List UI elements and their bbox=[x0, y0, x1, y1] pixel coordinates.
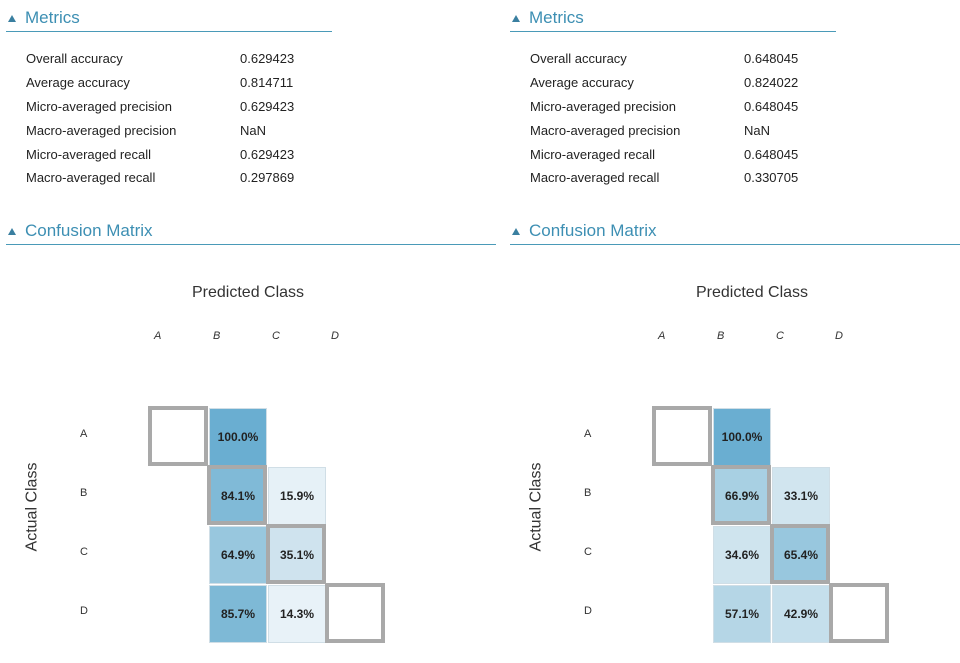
metrics-title: Metrics bbox=[529, 8, 584, 27]
metric-row: Macro-averaged recall 0.297869 bbox=[26, 166, 340, 190]
column-label: C bbox=[272, 330, 280, 342]
predicted-class-title: Predicted Class bbox=[696, 284, 809, 301]
metric-name: Overall accuracy bbox=[26, 51, 123, 67]
confusion-matrix-section-header[interactable]: Confusion Matrix bbox=[510, 218, 960, 245]
metric-name: Average accuracy bbox=[26, 75, 130, 91]
diagonal-highlight bbox=[148, 406, 208, 466]
metrics-table: Overall accuracy 0.648045 Average accuracy… bbox=[530, 47, 844, 190]
metric-name: Micro-averaged recall bbox=[530, 146, 655, 162]
confusion-matrix-title: Confusion Matrix bbox=[25, 221, 153, 240]
column-label: C bbox=[776, 330, 784, 342]
diagonal-highlight bbox=[770, 524, 830, 584]
actual-class-title: Actual Class bbox=[527, 462, 545, 552]
metric-value: 0.814711 bbox=[240, 75, 294, 91]
matrix-cell: 100.0% bbox=[713, 408, 771, 466]
row-label: A bbox=[584, 428, 592, 440]
metric-value: 0.824022 bbox=[744, 75, 799, 91]
row-label: D bbox=[584, 605, 592, 617]
metric-row: Micro-averaged recall 0.648045 bbox=[530, 142, 844, 166]
column-label: D bbox=[331, 330, 339, 342]
metric-row: Micro-averaged precision 0.629423 bbox=[26, 95, 340, 119]
row-label: B bbox=[80, 487, 88, 499]
metric-row: Average accuracy 0.824022 bbox=[530, 71, 844, 95]
row-label: A bbox=[80, 428, 88, 440]
metric-name: Macro-averaged recall bbox=[26, 170, 156, 186]
metric-name: Micro-averaged precision bbox=[530, 98, 676, 114]
metric-name: Average accuracy bbox=[530, 75, 634, 91]
metric-value: 0.297869 bbox=[240, 170, 295, 186]
matrix-cell: 66.9% bbox=[713, 467, 771, 525]
confusion-matrix-title: Confusion Matrix bbox=[529, 221, 657, 240]
metric-value: 0.629423 bbox=[240, 146, 295, 162]
metric-value: 0.629423 bbox=[240, 51, 295, 67]
matrix-cell: 14.3% bbox=[268, 585, 326, 643]
row-label: B bbox=[584, 487, 592, 499]
matrix-cell: 33.1% bbox=[772, 467, 830, 525]
metric-row: Macro-averaged precision NaN bbox=[530, 118, 844, 142]
metric-name: Overall accuracy bbox=[530, 51, 627, 67]
diagonal-highlight bbox=[652, 406, 712, 466]
metrics-table: Overall accuracy 0.629423 Average accuracy… bbox=[26, 47, 340, 190]
metric-name: Macro-averaged recall bbox=[530, 170, 660, 186]
matrix-cell: 84.1% bbox=[209, 467, 267, 525]
metric-value: 0.648045 bbox=[744, 146, 799, 162]
metric-row: Macro-averaged precision NaN bbox=[26, 118, 340, 142]
metric-value: 0.629423 bbox=[240, 98, 295, 114]
column-label: A bbox=[154, 330, 162, 342]
row-label: D bbox=[80, 605, 88, 617]
matrix-cell: 15.9% bbox=[268, 467, 326, 525]
metric-value: 0.648045 bbox=[744, 51, 799, 67]
predicted-class-title: Predicted Class bbox=[192, 284, 305, 301]
diagonal-highlight bbox=[325, 583, 385, 643]
metric-row: Micro-averaged precision 0.648045 bbox=[530, 95, 844, 119]
metrics-section-header[interactable]: Metrics bbox=[6, 5, 332, 32]
diagonal-highlight bbox=[207, 465, 267, 525]
metric-row: Average accuracy 0.814711 bbox=[26, 71, 340, 95]
metric-row: Overall accuracy 0.629423 bbox=[26, 47, 340, 71]
metric-name: Macro-averaged precision bbox=[530, 122, 681, 138]
column-label: B bbox=[717, 330, 725, 342]
metric-value: NaN bbox=[744, 122, 771, 138]
metrics-title: Metrics bbox=[25, 8, 80, 27]
metric-row: Overall accuracy 0.648045 bbox=[530, 47, 844, 71]
left-results-panel: Metrics Overall accuracy 0.629423 Average … bbox=[6, 5, 496, 643]
collapse-triangle-icon[interactable] bbox=[8, 14, 16, 22]
metrics-section-header[interactable]: Metrics bbox=[510, 5, 836, 32]
metric-name: Macro-averaged precision bbox=[26, 122, 177, 138]
matrix-cell: 34.6% bbox=[713, 526, 771, 584]
metric-value: 0.648045 bbox=[744, 98, 799, 114]
row-label: C bbox=[584, 546, 592, 558]
column-label: A bbox=[658, 330, 666, 342]
column-label: B bbox=[213, 330, 221, 342]
confusion-matrix-section-header[interactable]: Confusion Matrix bbox=[6, 218, 496, 245]
matrix-cell: 57.1% bbox=[713, 585, 771, 643]
collapse-triangle-icon[interactable] bbox=[512, 14, 520, 22]
metric-name: Micro-averaged recall bbox=[26, 146, 151, 162]
column-label: D bbox=[835, 330, 843, 342]
metric-name: Micro-averaged precision bbox=[26, 98, 172, 114]
matrix-cell: 64.9% bbox=[209, 526, 267, 584]
row-label: C bbox=[80, 546, 88, 558]
diagonal-highlight bbox=[711, 465, 771, 525]
actual-class-title: Actual Class bbox=[23, 462, 41, 552]
metric-value: 0.330705 bbox=[744, 170, 799, 186]
metric-row: Macro-averaged recall 0.330705 bbox=[530, 166, 844, 190]
matrix-cell: 85.7% bbox=[209, 585, 267, 643]
matrix-cell: 42.9% bbox=[772, 585, 830, 643]
right-results-panel: Metrics Overall accuracy 0.648045 Average … bbox=[504, 0, 960, 663]
metric-value: NaN bbox=[240, 122, 267, 138]
matrix-cell: 100.0% bbox=[209, 408, 267, 466]
collapse-triangle-icon[interactable] bbox=[8, 227, 16, 235]
diagonal-highlight bbox=[829, 583, 889, 643]
collapse-triangle-icon[interactable] bbox=[512, 227, 520, 235]
diagonal-highlight bbox=[266, 524, 326, 584]
metric-row: Micro-averaged recall 0.629423 bbox=[26, 142, 340, 166]
